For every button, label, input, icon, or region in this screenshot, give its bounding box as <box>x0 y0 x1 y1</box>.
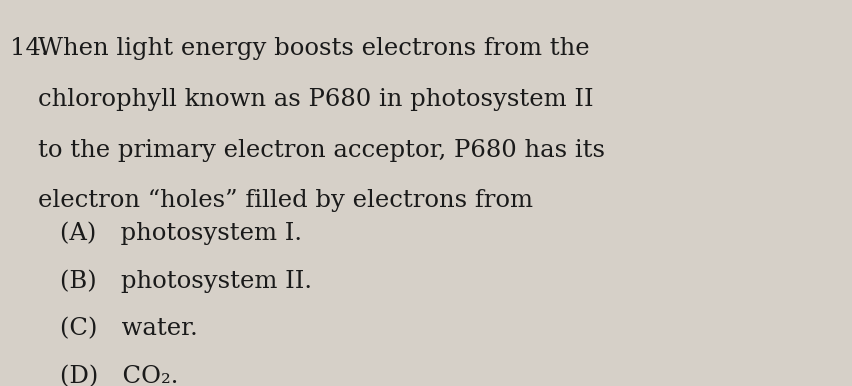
Text: (D) CO₂.: (D) CO₂. <box>60 365 178 386</box>
Text: (A) photosystem I.: (A) photosystem I. <box>60 222 302 245</box>
Text: to the primary electron acceptor, P680 has its: to the primary electron acceptor, P680 h… <box>38 139 605 162</box>
Text: (B) photosystem II.: (B) photosystem II. <box>60 269 312 293</box>
Text: chlorophyll known as P680 in photosystem II: chlorophyll known as P680 in photosystem… <box>38 88 594 111</box>
Text: electron “holes” filled by electrons from: electron “holes” filled by electrons fro… <box>38 190 533 212</box>
Text: (C) water.: (C) water. <box>60 317 198 340</box>
Text: 14.: 14. <box>10 37 49 60</box>
Text: When light energy boosts electrons from the: When light energy boosts electrons from … <box>38 37 590 60</box>
